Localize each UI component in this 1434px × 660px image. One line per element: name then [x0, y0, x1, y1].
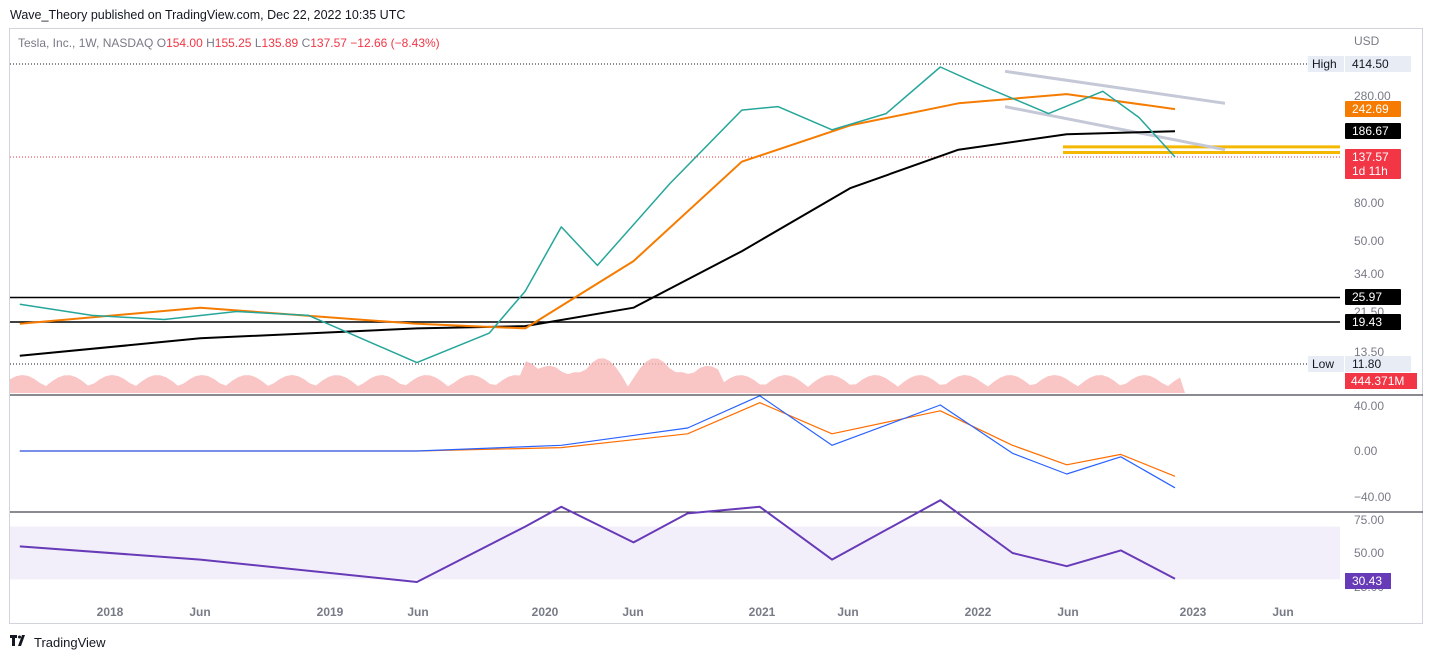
macd-tick-1: 0.00 — [1354, 444, 1378, 458]
price-tick-3: 50.00 — [1354, 234, 1384, 248]
volume-area — [10, 358, 1185, 393]
price-tick-4: 34.00 — [1354, 267, 1384, 281]
price-badge-0: 414.50 — [1352, 57, 1389, 71]
macd-tick-2: −40.00 — [1354, 490, 1391, 504]
price-badge-1: 242.69 — [1352, 102, 1389, 116]
macd-line — [19, 395, 1176, 489]
price-path-line — [19, 66, 1176, 364]
price-badge-bg-1 — [1345, 101, 1401, 117]
rsi-badge: 30.43 — [1352, 574, 1382, 588]
price-badge-label-0: High — [1312, 57, 1337, 71]
low-label: L — [254, 36, 262, 50]
macd-tick-0: 40.00 — [1354, 399, 1384, 413]
x-tick-4: 2020 — [532, 605, 559, 619]
price-badge-bg-0 — [1345, 56, 1411, 72]
channel-upper — [1004, 69, 1226, 105]
x-tick-2: 2019 — [317, 605, 344, 619]
low-value: 135.89 — [261, 36, 299, 50]
high-value: 155.25 — [214, 36, 252, 50]
channel-lower — [1004, 105, 1226, 152]
x-tick-0: 2018 — [97, 605, 124, 619]
close-label: C — [301, 36, 311, 50]
open-value: 154.00 — [166, 36, 203, 50]
rsi-band — [10, 526, 1340, 580]
x-tick-1: Jun — [189, 605, 210, 619]
x-tick-8: 2022 — [965, 605, 992, 619]
volume-badge: 444.371M — [1351, 374, 1404, 388]
price-badge-3: 137.57 — [1352, 150, 1389, 164]
x-tick-5: Jun — [622, 605, 643, 619]
ohlc-legend: Tesla, Inc., 1W, NASDAQ O154.00 H155.25 … — [18, 36, 440, 50]
ma-fast-line — [19, 93, 1176, 330]
rsi-badge-bg — [1345, 573, 1391, 589]
price-badge-5: 19.43 — [1352, 315, 1382, 329]
price-badge-sub-3: 1d 11h — [1352, 164, 1388, 178]
symbol-label[interactable]: Tesla, Inc., 1W, NASDAQ — [18, 36, 154, 50]
price-badge-label-bg-0 — [1308, 56, 1344, 72]
chart-frame — [9, 28, 1423, 624]
x-tick-6: 2021 — [749, 605, 776, 619]
x-tick-10: 2023 — [1180, 605, 1207, 619]
currency-label: USD — [1354, 34, 1380, 48]
price-tick-0: 280.00 — [1354, 89, 1391, 103]
price-badge-2: 186.67 — [1352, 124, 1389, 138]
footer-brand-label: TradingView — [34, 635, 106, 650]
rsi-line — [19, 499, 1176, 583]
price-badge-bg-4 — [1345, 289, 1401, 305]
price-tick-2: 80.00 — [1354, 196, 1384, 210]
x-tick-7: Jun — [837, 605, 858, 619]
close-value: 137.57 — [310, 36, 347, 50]
rsi-tick-1: 50.00 — [1354, 546, 1384, 560]
price-badge-bg-3 — [1345, 149, 1401, 179]
price-badge-label-bg-6 — [1308, 356, 1344, 372]
price-badge-bg-2 — [1345, 123, 1401, 139]
price-badge-label-6: Low — [1312, 357, 1334, 371]
price-badge-bg-6 — [1345, 356, 1411, 372]
x-tick-9: Jun — [1057, 605, 1078, 619]
price-badge-4: 25.97 — [1352, 290, 1382, 304]
ma-slow-line — [19, 130, 1176, 357]
x-tick-3: Jun — [407, 605, 428, 619]
price-badge-6: 11.80 — [1352, 357, 1381, 371]
macd-signal-line — [19, 402, 1176, 477]
price-badge-bg-5 — [1345, 314, 1401, 330]
rsi-tick-0: 75.00 — [1354, 513, 1384, 527]
tradingview-logo-icon — [10, 635, 28, 650]
high-label: H — [206, 36, 215, 50]
publisher-line: Wave_Theory published on TradingView.com… — [10, 8, 406, 22]
x-tick-11: Jun — [1272, 605, 1293, 619]
footer-brand[interactable]: TradingView — [10, 635, 106, 650]
change-value: −12.66 (−8.43%) — [350, 36, 440, 50]
price-tick-6: 13.50 — [1354, 345, 1384, 359]
volume-badge-bg — [1345, 373, 1417, 389]
open-label: O — [156, 36, 167, 50]
